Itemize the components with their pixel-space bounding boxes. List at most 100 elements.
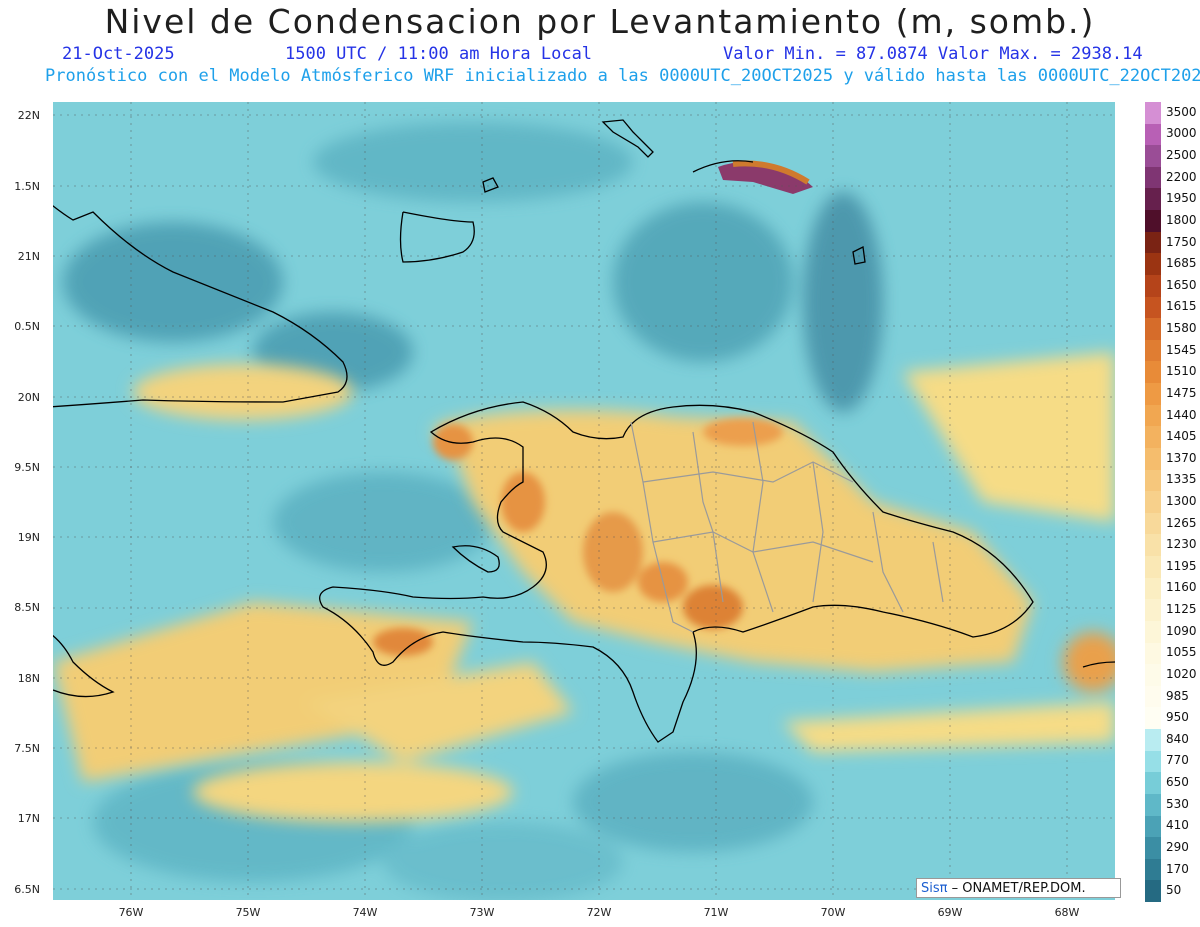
lon-label: 72W [586,906,612,919]
lcl-map [53,102,1115,900]
graticule [53,102,1115,900]
colorbar-label: 1685 [1166,256,1197,271]
lat-label: 20N [17,391,40,404]
colorbar-label: 1370 [1166,450,1197,465]
lat-label: 22N [17,109,40,122]
jamaica-coast [53,634,115,698]
colorbar-swatch [1145,837,1161,860]
colorbar-label: 2500 [1166,148,1197,163]
lon-label: 76W [118,906,144,919]
credit-box: Sisπ – ONAMET/REP.DOM. [916,878,1121,898]
colorbar-swatch [1145,599,1161,622]
inagua-island [852,246,866,265]
bahamas-island-1 [399,211,475,263]
colorbar-label: 1440 [1166,407,1197,422]
colorbar-label: 985 [1166,688,1189,703]
colorbar-label: 1615 [1166,299,1197,314]
credit-brand: Sisπ [921,881,948,896]
lon-label: 74W [352,906,378,919]
colorbar-swatch [1145,318,1161,341]
lon-label: 68W [1054,906,1080,919]
colorbar-label: 1195 [1166,558,1197,573]
lat-label: 19N [17,531,40,544]
colorbar-label: 1265 [1166,515,1197,530]
forecast-time: 1500 UTC / 11:00 am Hora Local [285,44,593,64]
lat-label: 1.5N [14,180,40,193]
colorbar-label: 290 [1166,839,1189,854]
lon-label: 73W [469,906,495,919]
colorbar-swatch [1145,815,1161,838]
colorbar-swatch [1145,123,1161,146]
colorbar-swatch [1145,534,1161,557]
credit-text: – ONAMET/REP.DOM. [951,881,1086,896]
colorbar-label: 3500 [1166,104,1197,119]
colorbar-swatch [1145,880,1161,903]
lon-label: 75W [235,906,261,919]
colorbar-label: 170 [1166,861,1189,876]
value-range: Valor Min. = 87.0874 Valor Max. = 2938.1… [723,44,1143,64]
colorbar-swatch [1145,404,1161,427]
puerto-rico-coast [1082,661,1115,668]
coastlines [53,119,1115,743]
colorbar-label: 50 [1166,883,1182,898]
colorbar-label: 1510 [1166,364,1197,379]
colorbar-swatch [1145,361,1161,384]
forecast-date: 21-Oct-2025 [62,44,175,64]
lat-label: 18N [17,672,40,685]
colorbar-label: 1055 [1166,645,1197,660]
colorbar-label: 650 [1166,775,1189,790]
colorbar-swatch [1145,469,1161,492]
colorbar-swatch [1145,685,1161,708]
colorbar-swatch [1145,577,1161,600]
colorbar-label: 530 [1166,796,1189,811]
hispaniola-coast [319,401,1034,743]
colorbar-swatch [1145,296,1161,319]
colorbar-label: 1475 [1166,385,1197,400]
colorbar-swatch [1145,707,1161,730]
map-title: Nivel de Condensacion por Levantamiento … [104,2,1096,41]
colorbar-swatch [1145,793,1161,816]
colorbar-swatch [1145,188,1161,211]
colorbar-label: 1545 [1166,342,1197,357]
colorbar-label: 1800 [1166,212,1197,227]
bahamas-island-2 [482,177,499,193]
colorbar-label: 1160 [1166,580,1197,595]
colorbar-label: 840 [1166,731,1189,746]
colorbar-label: 1090 [1166,623,1197,638]
colorbar-swatch [1145,642,1161,665]
gonave-island [451,545,500,573]
colorbar-swatch [1145,664,1161,687]
colorbar-label: 950 [1166,710,1189,725]
colorbar-swatch [1145,620,1161,644]
colorbar-label: 3000 [1166,126,1197,141]
colorbar-label: 770 [1166,753,1189,768]
colorbar-swatch [1145,210,1161,233]
bahamas-island-3 [601,119,654,158]
colorbar-label: 1020 [1166,666,1197,681]
colorbar-swatch [1145,274,1161,298]
cuba-coast [53,205,348,408]
lat-label: 0.5N [14,320,40,333]
colorbar-label: 1750 [1166,234,1197,249]
colorbar-swatch [1145,426,1161,449]
colorbar-label: 1580 [1166,321,1197,336]
colorbar-label: 410 [1166,818,1189,833]
colorbar-swatch [1145,145,1161,168]
colorbar-swatch [1145,772,1161,795]
lat-label: 6.5N [14,883,40,896]
hot-spots [373,418,783,656]
lon-label: 70W [820,906,846,919]
colorbar-label: 1300 [1166,494,1197,508]
caicos-coast [692,160,754,173]
colorbar-label: 1335 [1166,472,1197,487]
colorbar-swatch [1145,231,1161,254]
colorbar-swatch [1145,253,1161,276]
province-borders [630,421,944,633]
colorbar-swatch [1145,512,1161,535]
colorbar-swatch [1145,858,1161,881]
forecast-description: Pronóstico con el Modelo Atmósferico WRF… [45,66,1200,86]
lat-label: 9.5N [14,461,40,474]
colorbar-swatch [1145,729,1161,752]
colorbar-label: 2200 [1166,169,1197,184]
lat-label: 7.5N [14,742,40,755]
